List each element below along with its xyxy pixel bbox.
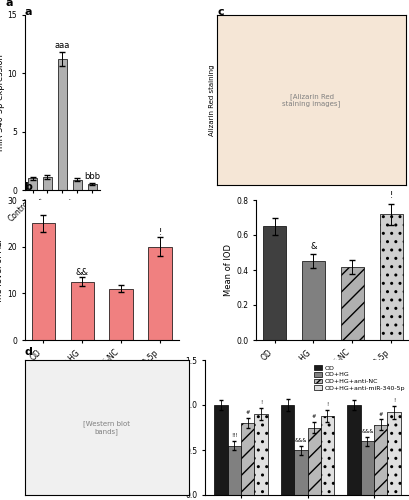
Text: !: !: [389, 191, 392, 200]
Bar: [72, 180, 81, 190]
Text: aaa: aaa: [54, 40, 70, 50]
Text: [Western blot
bands]: [Western blot bands]: [83, 420, 130, 434]
Bar: [280, 405, 294, 495]
Bar: [88, 184, 97, 190]
Bar: [387, 412, 400, 495]
Legend: OD, OD+HG, OD+HG+anti-NC, OD+HG+anti-miR-340-5p: OD, OD+HG, OD+HG+anti-NC, OD+HG+anti-miR…: [312, 363, 406, 393]
Text: &&&: &&&: [360, 429, 373, 434]
Y-axis label: Alizarin Red staining: Alizarin Red staining: [208, 64, 214, 136]
Y-axis label: Mean of IOD: Mean of IOD: [224, 244, 233, 296]
Bar: [340, 266, 363, 340]
Bar: [58, 60, 67, 190]
Text: !: !: [326, 402, 328, 407]
Text: !: !: [259, 400, 261, 405]
Bar: [240, 423, 254, 495]
Bar: [70, 282, 94, 340]
Y-axis label: Relative levels: Relative levels: [173, 397, 182, 458]
Bar: [307, 428, 320, 495]
Text: !!!: !!!: [230, 434, 237, 438]
Bar: [28, 178, 37, 190]
Bar: [148, 246, 171, 340]
Bar: [294, 450, 307, 495]
Text: a: a: [25, 7, 32, 17]
Bar: [214, 405, 227, 495]
Bar: [43, 177, 52, 190]
Bar: [301, 261, 324, 340]
Bar: [254, 414, 267, 495]
Text: !: !: [158, 228, 161, 237]
Text: #: #: [245, 410, 249, 415]
Bar: [227, 446, 240, 495]
Y-axis label: miR-340-5p expression: miR-340-5p expression: [0, 54, 4, 151]
Text: [Alizarin Red
staining images]: [Alizarin Red staining images]: [282, 93, 340, 108]
Text: !: !: [392, 398, 394, 404]
Bar: [373, 425, 387, 495]
Bar: [346, 405, 360, 495]
Text: a: a: [6, 0, 13, 8]
Text: b: b: [25, 182, 32, 192]
Text: &&&: &&&: [294, 438, 306, 443]
Text: #: #: [311, 414, 316, 420]
Bar: [31, 224, 55, 340]
Text: &: &: [310, 242, 316, 251]
Text: c: c: [217, 7, 223, 17]
Bar: [262, 226, 285, 340]
Text: &&: &&: [76, 268, 88, 276]
Bar: [360, 441, 373, 495]
Y-axis label: The level of ALP: The level of ALP: [0, 236, 4, 304]
Text: #: #: [378, 412, 382, 417]
Bar: [379, 214, 402, 340]
Bar: [109, 288, 133, 340]
Text: bbb: bbb: [84, 172, 100, 181]
Bar: [320, 416, 333, 495]
Text: d: d: [25, 347, 32, 357]
